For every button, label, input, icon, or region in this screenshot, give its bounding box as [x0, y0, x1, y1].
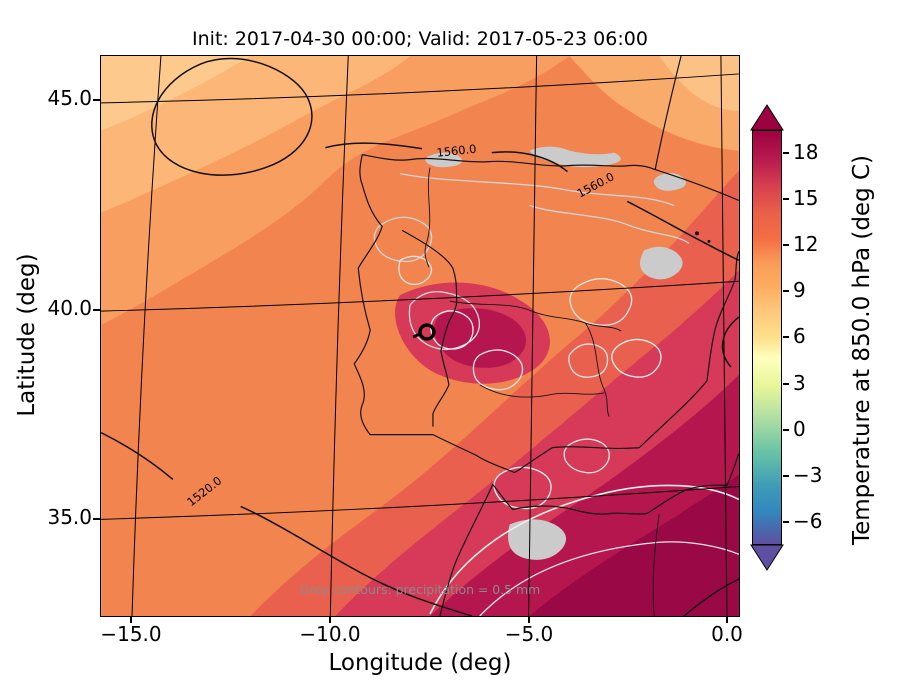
y-tick-label: 45.0 [47, 86, 92, 110]
colorbar-tick-mark [783, 475, 789, 477]
height-contour-1560 [626, 200, 739, 261]
x-tick-mark [130, 617, 132, 623]
x-tick-label: −5.0 [504, 622, 554, 646]
contour-label-1560-a: 1560.0 [436, 142, 477, 160]
annotation-text: Grey contours: precipitation = 0.5 mm [300, 582, 541, 597]
y-tick-mark [93, 518, 100, 520]
map-plot: 1560.0 1560.0 1520.0 Grey contours: prec… [100, 55, 740, 617]
location-marker [412, 323, 436, 341]
island-dot [695, 231, 700, 236]
x-axis-label: Longitude (deg) [328, 650, 512, 676]
x-tick-mark [528, 617, 530, 623]
x-tick-label: 0.0 [711, 622, 743, 646]
internal-borders [424, 167, 622, 417]
iberia-coastline [353, 154, 739, 474]
x-tick-label: −10.0 [299, 622, 361, 646]
country-borders [353, 56, 739, 616]
y-tick-mark [93, 309, 100, 311]
colorbar-tick-mark [783, 336, 789, 338]
iberia-north-coast [362, 154, 739, 202]
france-coast [654, 56, 682, 170]
colorbar-tick-mark [783, 429, 789, 431]
map-canvas: 1560.0 1560.0 1520.0 Grey contours: prec… [101, 56, 739, 616]
parallel-45 [101, 73, 739, 104]
x-tick-mark [726, 617, 728, 623]
colorbar-tick-mark [783, 198, 789, 200]
meridian-minus15 [131, 56, 162, 616]
colorbar-tick-label: 18 [793, 140, 819, 164]
colorbar-tick-label: 12 [793, 232, 819, 256]
colorbar-tick-label: −3 [793, 463, 823, 487]
colorbar-tick-label: −6 [793, 509, 823, 533]
graticule [101, 56, 739, 616]
colorbar-tick-label: 0 [793, 417, 806, 441]
height-contour-edge [721, 316, 739, 368]
x-tick-mark [329, 617, 331, 623]
plot-title: Init: 2017-04-30 00:00; Valid: 2017-05-2… [192, 28, 648, 50]
y-axis-label: Latitude (deg) [14, 253, 40, 417]
y-tick-label: 35.0 [47, 505, 92, 529]
colorbar-tick-mark [783, 152, 789, 154]
africa-coast [439, 453, 739, 616]
y-tick-label: 40.0 [47, 296, 92, 320]
colorbar-gradient [752, 130, 782, 545]
colorbar-tick-label: 6 [793, 324, 806, 348]
height-contour-1520 [101, 431, 174, 481]
parallel-40 [101, 280, 739, 312]
parallel-35 [101, 485, 739, 520]
colorbar-top-arrow [750, 104, 784, 131]
colorbar-tick-mark [783, 383, 789, 385]
precipitation-contours [373, 172, 739, 616]
colorbar-label: Temperature at 850.0 hPa (deg C) [849, 154, 875, 546]
colorbar-bottom-arrow [750, 544, 784, 571]
colorbar-tick-label: 9 [793, 278, 806, 302]
geopotential-contours [101, 57, 739, 616]
colorbar-tick-mark [783, 244, 789, 246]
height-contour-1520 [240, 505, 473, 616]
height-contour-1560 [491, 151, 568, 173]
height-contour-closed [151, 57, 313, 176]
meridian-minus10 [329, 56, 349, 616]
colorbar-tick-mark [783, 290, 789, 292]
y-tick-mark [93, 99, 100, 101]
x-tick-label: −15.0 [100, 622, 162, 646]
portugal-border [401, 229, 458, 427]
height-contour-1560 [325, 142, 423, 150]
colorbar-tick-label: 15 [793, 186, 819, 210]
colorbar-tick-mark [783, 521, 789, 523]
colorbar-tick-label: 3 [793, 371, 806, 395]
height-contour-corner [683, 578, 739, 616]
temperature-field [101, 56, 739, 616]
africa-border [652, 514, 660, 616]
island-dot [707, 239, 711, 243]
